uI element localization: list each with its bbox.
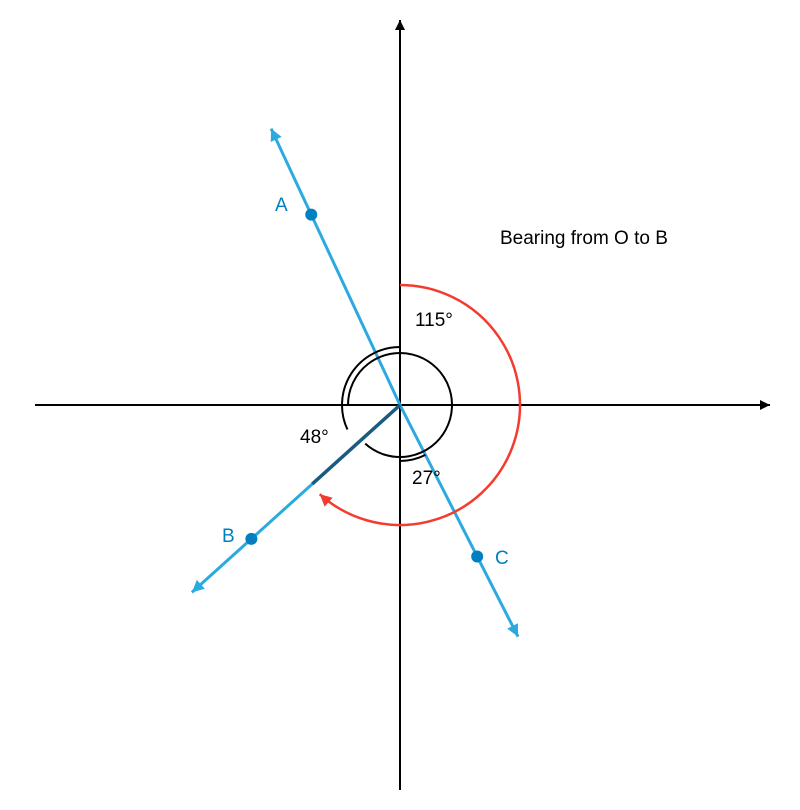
label-point-B: B <box>222 526 235 548</box>
ray-A <box>271 129 400 405</box>
label-angle-48: 48° <box>300 427 329 449</box>
label-point-C: C <box>495 548 509 570</box>
arc-bearing-arc-arrow <box>320 494 333 506</box>
label-angle-115: 115° <box>415 310 453 332</box>
ray-C <box>400 405 518 637</box>
x-axis-arrow <box>760 400 770 410</box>
label-angle-27: 27° <box>412 468 441 490</box>
point-C <box>471 550 483 562</box>
label-point-A: A <box>275 195 288 217</box>
bearing-diagram <box>0 0 800 810</box>
y-axis-arrow <box>395 20 405 30</box>
point-B <box>245 533 257 545</box>
label-bearing-arc: Bearing from O to B <box>500 228 668 250</box>
point-A <box>305 209 317 221</box>
